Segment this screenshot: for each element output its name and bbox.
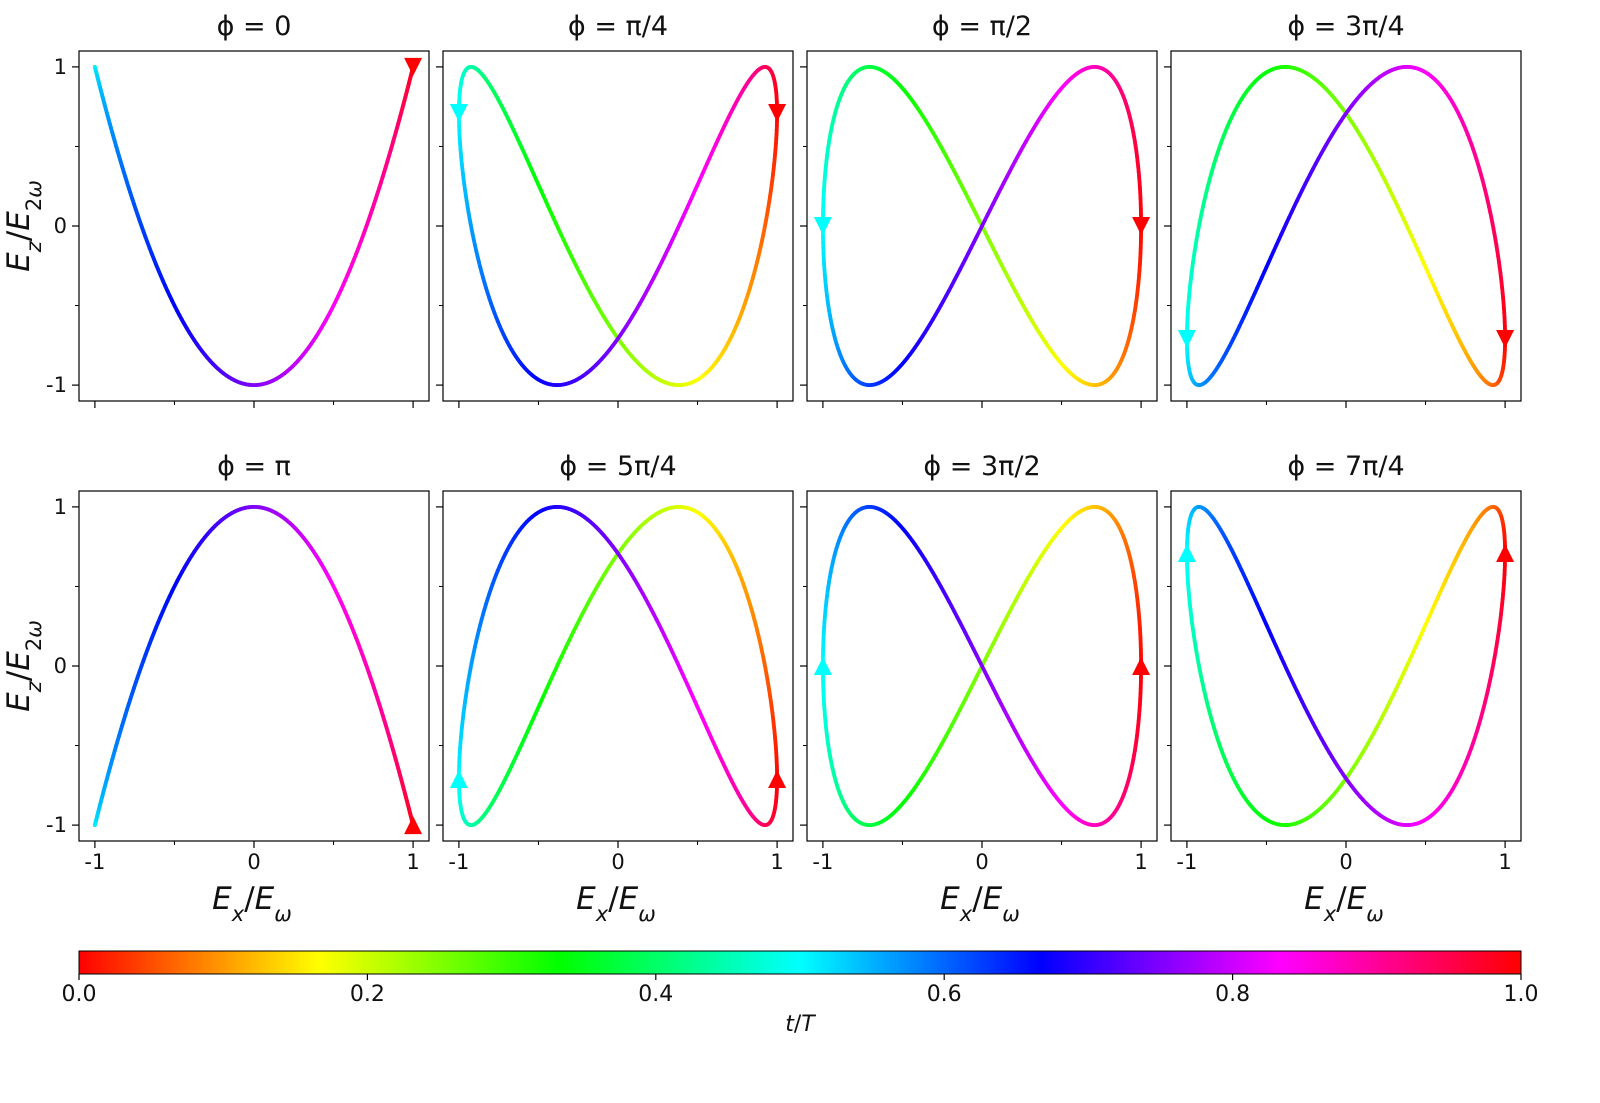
colorbar-tick-label: 0.6 <box>927 982 962 1007</box>
x-axis-label: Ex/Eω <box>576 881 656 926</box>
x-tick-label: 0 <box>1339 850 1352 874</box>
y-tick-label: 1 <box>54 495 67 519</box>
panel-3: ϕ = π/2 <box>800 11 1158 408</box>
y-tick-label: -1 <box>46 373 67 397</box>
plot-frame <box>442 490 794 842</box>
panel-title: ϕ = 3π/2 <box>923 451 1040 482</box>
direction-arrow-marker <box>813 657 832 675</box>
plot-frame <box>442 50 794 402</box>
x-tick-label: 0 <box>247 850 260 874</box>
y-axis-label: Ez/E2ω <box>1 180 46 272</box>
x-axis-label: Ex/Eω <box>940 881 1020 926</box>
colorbar-label: t/T <box>785 1012 816 1037</box>
panel-6: ϕ = 5π/4 -1 0 1 Ex/Eω <box>436 451 794 926</box>
direction-arrow-marker <box>813 217 832 235</box>
x-tick-label: -1 <box>1176 850 1197 874</box>
x-tick-label: 1 <box>1498 850 1511 874</box>
direction-arrow-marker <box>449 104 468 123</box>
y-tick-label: 1 <box>54 55 67 79</box>
colorbar: 0.0 0.2 0.4 0.6 0.8 1.0 t/T <box>62 950 1539 1037</box>
panel-title: ϕ = 5π/4 <box>559 451 676 482</box>
x-tick-label: -1 <box>84 850 105 874</box>
direction-arrow-marker <box>768 104 787 123</box>
series-curve <box>93 505 415 827</box>
direction-arrow-marker <box>449 769 468 788</box>
panel-7: ϕ = 3π/2 -1 0 1 Ex/Eω <box>800 451 1158 926</box>
direction-arrow-marker <box>404 816 423 835</box>
x-axis-label: Ex/Eω <box>212 881 292 926</box>
plot-frame <box>78 50 430 402</box>
panel-title: ϕ = 3π/4 <box>1287 11 1404 42</box>
panel-1: ϕ = 0 -1 0 1 Ez/E2ω <box>1 11 430 408</box>
x-tick-label: 1 <box>1134 850 1147 874</box>
direction-arrow-marker <box>1496 329 1515 348</box>
panel-5: ϕ = π -1 0 1 Ez/E2ω -1 0 1 Ex/Eω <box>1 451 430 926</box>
panel-4: ϕ = 3π/4 <box>1164 11 1522 408</box>
colorbar-tick-label: 0.8 <box>1215 982 1250 1007</box>
panel-title: ϕ = 7π/4 <box>1287 451 1404 482</box>
x-tick-label: 1 <box>406 850 419 874</box>
colorbar-tick-label: 0.2 <box>350 982 385 1007</box>
colorbar-tick-label: 0.0 <box>62 982 97 1007</box>
series-curve <box>457 505 779 827</box>
direction-arrow-marker <box>1132 217 1151 235</box>
x-tick-label: 0 <box>611 850 624 874</box>
direction-arrow-marker <box>1177 544 1196 563</box>
direction-arrow-marker <box>404 57 423 76</box>
y-axis-label: Ez/E2ω <box>1 620 46 712</box>
direction-arrow-marker <box>768 769 787 788</box>
x-tick-label: 0 <box>975 850 988 874</box>
colorbar-gradient <box>78 950 1522 975</box>
x-tick-label: -1 <box>448 850 469 874</box>
x-axis-label: Ex/Eω <box>1304 881 1384 926</box>
direction-arrow-marker <box>1177 329 1196 348</box>
panel-title: ϕ = π/4 <box>568 11 668 42</box>
plot-frame <box>1170 50 1522 402</box>
y-tick-label: -1 <box>46 813 67 837</box>
panel-title: ϕ = π/2 <box>932 11 1032 42</box>
panel-title: ϕ = π <box>217 451 291 482</box>
direction-arrow-marker <box>1496 544 1515 563</box>
y-tick-label: 0 <box>54 214 67 238</box>
plot-frame <box>1170 490 1522 842</box>
x-tick-label: -1 <box>812 850 833 874</box>
series-curve <box>821 505 1143 827</box>
series-curve <box>1185 505 1507 827</box>
y-tick-label: 0 <box>54 654 67 678</box>
plot-frame <box>78 490 430 842</box>
panel-title: ϕ = 0 <box>217 11 292 42</box>
series-curve <box>821 65 1143 387</box>
x-tick-label: 1 <box>770 850 783 874</box>
colorbar-tick-label: 1.0 <box>1504 982 1539 1007</box>
colorbar-tick-label: 0.4 <box>638 982 673 1007</box>
series-curve <box>1185 65 1507 387</box>
direction-arrow-marker <box>1132 657 1151 675</box>
series-curve <box>93 65 415 387</box>
panel-2: ϕ = π/4 <box>436 11 794 408</box>
panel-8: ϕ = 7π/4 -1 0 1 Ex/Eω <box>1164 451 1522 926</box>
